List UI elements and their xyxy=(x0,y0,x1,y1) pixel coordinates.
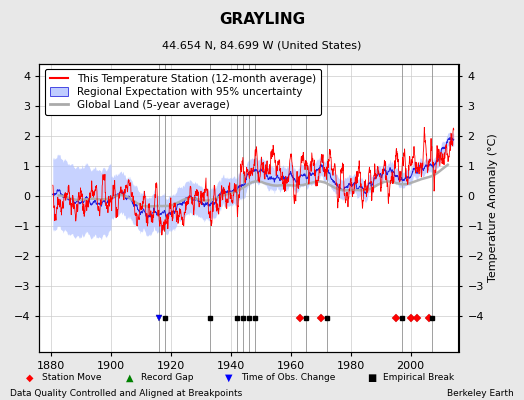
Text: Time of Obs. Change: Time of Obs. Change xyxy=(241,374,335,382)
Text: Data Quality Controlled and Aligned at Breakpoints: Data Quality Controlled and Aligned at B… xyxy=(10,389,243,398)
Text: Berkeley Earth: Berkeley Earth xyxy=(447,389,514,398)
Legend: This Temperature Station (12-month average), Regional Expectation with 95% uncer: This Temperature Station (12-month avera… xyxy=(45,69,321,115)
Text: Empirical Break: Empirical Break xyxy=(383,374,454,382)
Text: Station Move: Station Move xyxy=(42,374,102,382)
Text: ▲: ▲ xyxy=(126,373,133,383)
Text: ◆: ◆ xyxy=(26,373,34,383)
Text: GRAYLING: GRAYLING xyxy=(219,12,305,27)
Text: ■: ■ xyxy=(367,373,376,383)
Y-axis label: Temperature Anomaly (°C): Temperature Anomaly (°C) xyxy=(488,134,498,282)
Text: Record Gap: Record Gap xyxy=(141,374,194,382)
Text: 44.654 N, 84.699 W (United States): 44.654 N, 84.699 W (United States) xyxy=(162,40,362,50)
Text: ▼: ▼ xyxy=(225,373,233,383)
